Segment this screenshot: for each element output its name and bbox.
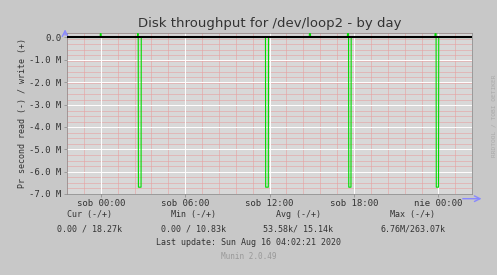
Text: 0.00 / 18.27k: 0.00 / 18.27k — [57, 224, 122, 233]
Text: 53.58k/ 15.14k: 53.58k/ 15.14k — [263, 224, 333, 233]
Text: RRDTOOL / TOBI OETIKER: RRDTOOL / TOBI OETIKER — [491, 74, 496, 157]
Text: 0.00 / 10.83k: 0.00 / 10.83k — [162, 224, 226, 233]
Y-axis label: Pr second read (-) / write (+): Pr second read (-) / write (+) — [17, 39, 26, 188]
Text: 6.76M/263.07k: 6.76M/263.07k — [380, 224, 445, 233]
Title: Disk throughput for /dev/loop2 - by day: Disk throughput for /dev/loop2 - by day — [138, 17, 402, 31]
Text: Cur (-/+): Cur (-/+) — [67, 210, 112, 219]
Text: Max (-/+): Max (-/+) — [390, 210, 435, 219]
Text: Avg (-/+): Avg (-/+) — [276, 210, 321, 219]
Text: Min (-/+): Min (-/+) — [171, 210, 216, 219]
Text: Last update: Sun Aug 16 04:02:21 2020: Last update: Sun Aug 16 04:02:21 2020 — [156, 238, 341, 247]
Text: Munin 2.0.49: Munin 2.0.49 — [221, 252, 276, 261]
